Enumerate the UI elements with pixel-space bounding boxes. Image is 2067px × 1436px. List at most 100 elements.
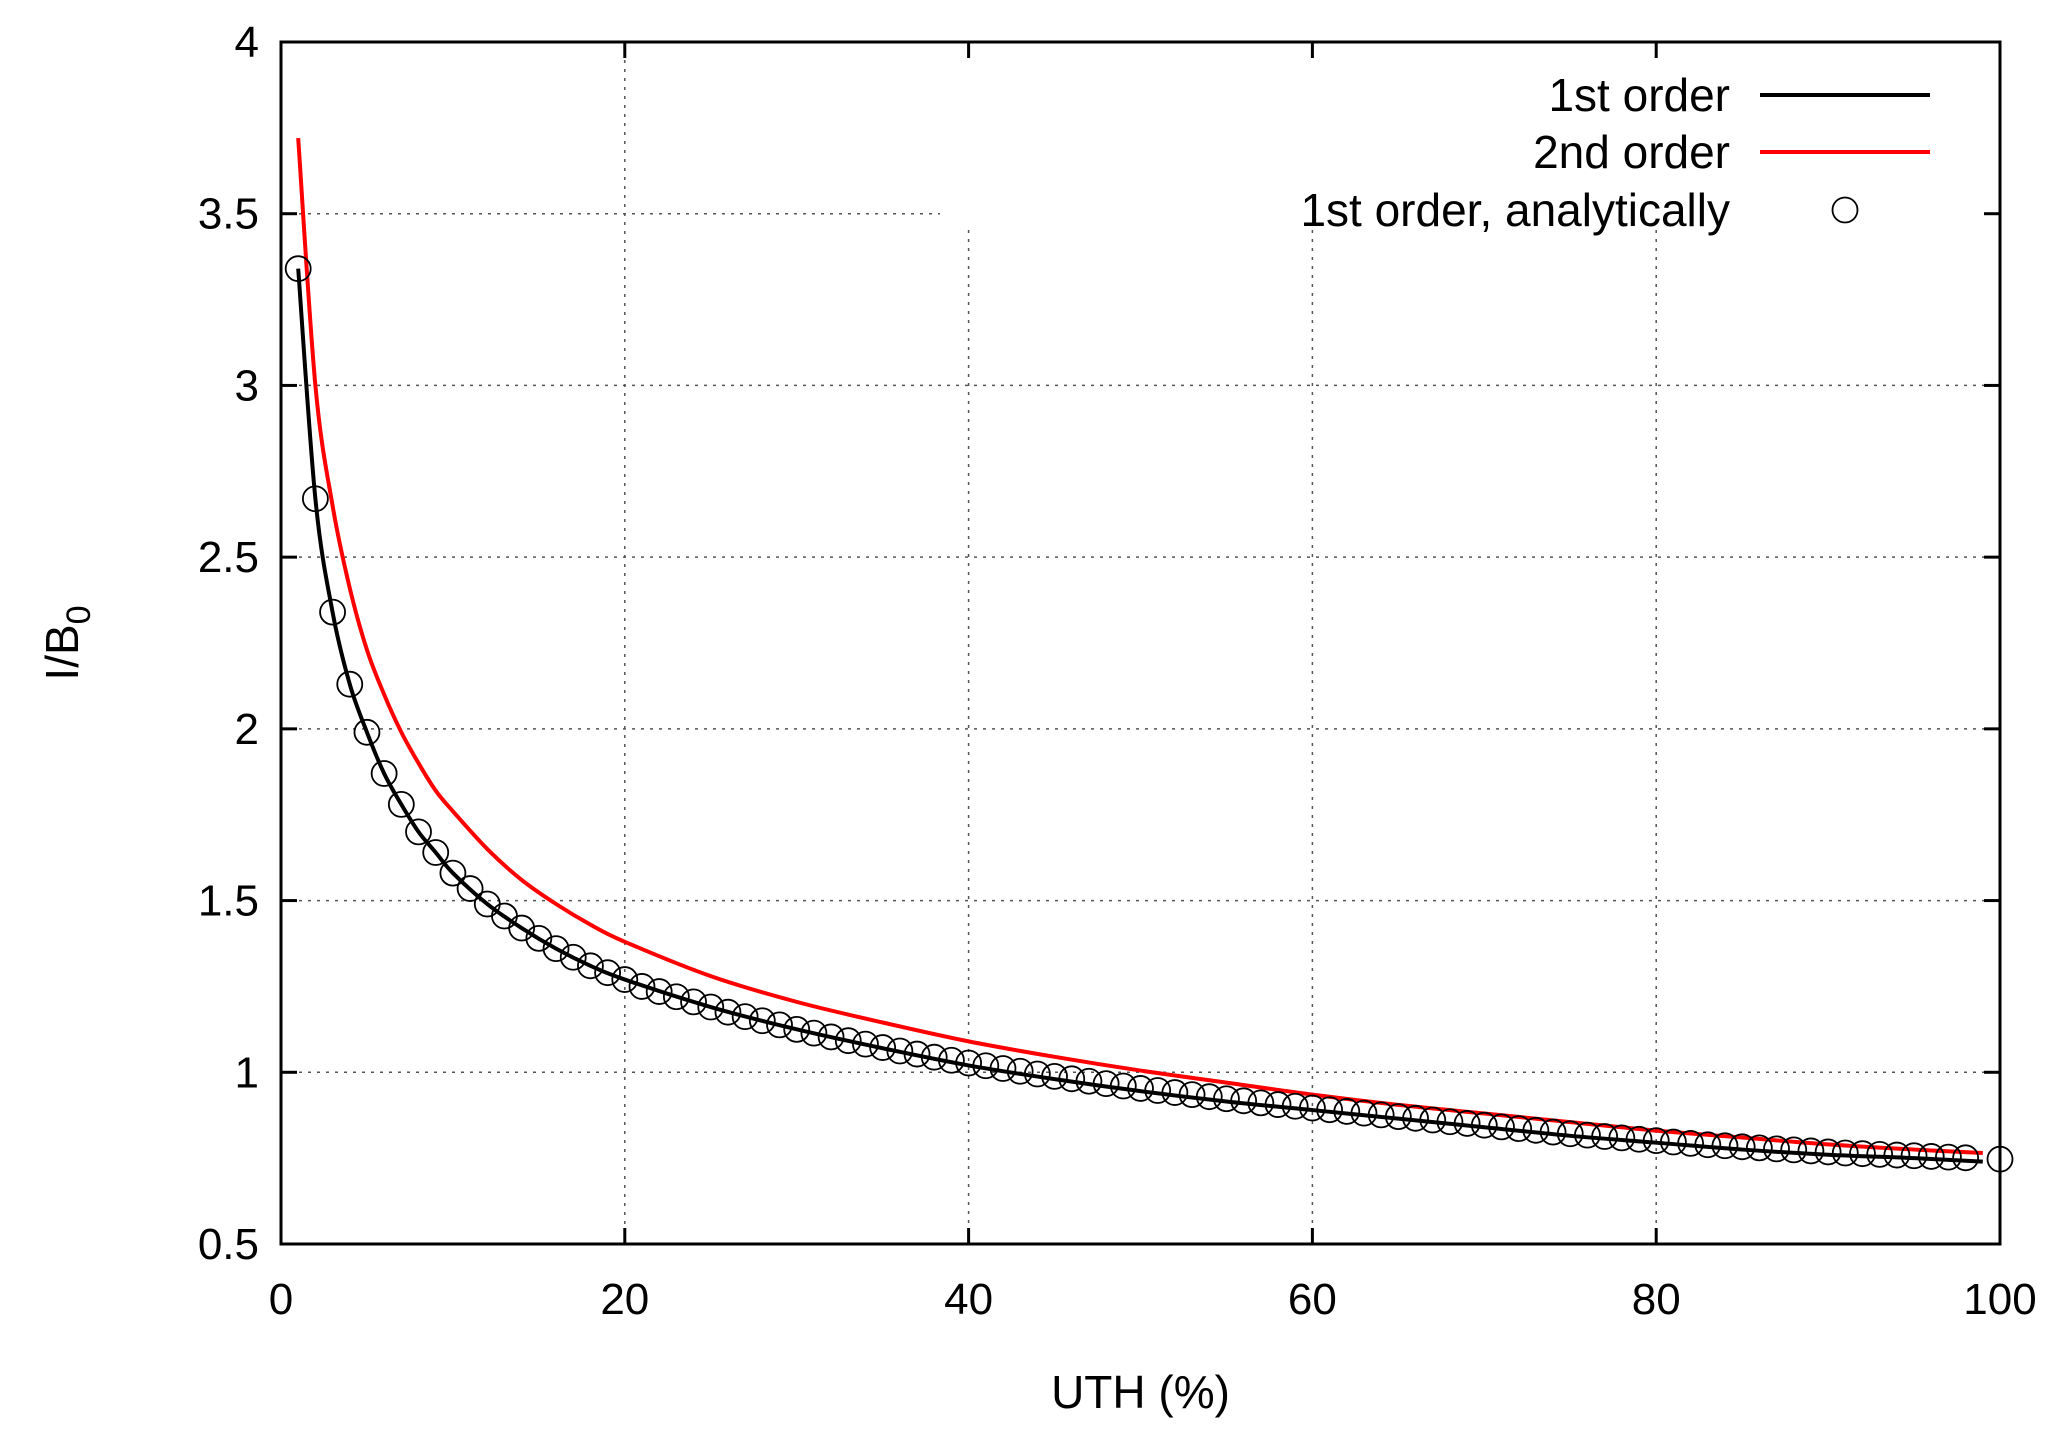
plot-frame xyxy=(279,40,2002,1246)
data-point xyxy=(1780,1136,1808,1164)
data-point xyxy=(422,839,450,866)
y-tick-label: 1 xyxy=(235,1048,259,1097)
data-point xyxy=(1745,1134,1773,1162)
data-point xyxy=(1264,1091,1292,1118)
data-point xyxy=(1797,1137,1825,1165)
x-tick-label: 40 xyxy=(944,1275,993,1324)
data-point xyxy=(731,1003,759,1031)
data-point xyxy=(1556,1120,1584,1148)
data-point xyxy=(1883,1141,1911,1169)
data-point xyxy=(559,943,587,971)
data-point xyxy=(1728,1133,1756,1161)
data-point xyxy=(1694,1131,1722,1159)
y-tick-label: 3 xyxy=(235,361,259,410)
x-tick-label: 20 xyxy=(600,1275,649,1324)
data-point xyxy=(886,1037,914,1065)
data-point xyxy=(972,1052,1000,1080)
data-point xyxy=(1849,1140,1876,1168)
x-tick-label: 80 xyxy=(1632,1275,1681,1324)
data-point xyxy=(1247,1089,1275,1117)
data-point xyxy=(1281,1092,1309,1120)
data-point xyxy=(1659,1128,1687,1156)
data-point xyxy=(1350,1099,1378,1127)
data-point xyxy=(1642,1127,1670,1155)
data-point xyxy=(766,1011,793,1039)
data-point xyxy=(1608,1124,1636,1152)
y-tick-label: 3.5 xyxy=(198,190,259,239)
data-point xyxy=(783,1015,811,1043)
data-point xyxy=(1316,1096,1343,1124)
data-point xyxy=(1006,1057,1034,1085)
data-point xyxy=(1574,1121,1601,1149)
data-point xyxy=(1900,1142,1928,1170)
data-point xyxy=(1539,1118,1567,1146)
plot-series xyxy=(284,138,2014,1173)
legend-label: 2nd order xyxy=(1533,126,1730,178)
data-point xyxy=(1041,1063,1068,1090)
data-point xyxy=(1299,1094,1326,1122)
data-point xyxy=(508,914,536,942)
data-point xyxy=(336,670,364,698)
series-line-1 xyxy=(296,268,1983,1164)
data-point xyxy=(1230,1087,1258,1115)
data-point xyxy=(405,818,432,846)
legend-label: 1st order, analytically xyxy=(1300,184,1730,236)
y-tick-label: 2 xyxy=(235,705,259,754)
data-point xyxy=(1814,1138,1842,1166)
data-point xyxy=(645,978,673,1005)
y-axis-label-subscript: 0 xyxy=(60,605,98,624)
x-tick-label: 100 xyxy=(1963,1275,2036,1324)
data-point xyxy=(1470,1111,1498,1139)
axis-ticks xyxy=(279,40,2002,1246)
data-point xyxy=(714,998,742,1026)
data-point xyxy=(1023,1060,1051,1088)
data-point xyxy=(1367,1101,1395,1129)
y-axis-label: I/B0 xyxy=(36,605,98,680)
data-point xyxy=(1058,1065,1086,1093)
data-point xyxy=(1866,1140,1894,1168)
data-point xyxy=(1952,1144,1980,1172)
data-point xyxy=(938,1046,965,1074)
data-point xyxy=(542,935,570,963)
data-point xyxy=(387,791,415,818)
data-point xyxy=(834,1027,862,1055)
data-point xyxy=(611,966,639,993)
data-point xyxy=(1333,1098,1361,1125)
data-point xyxy=(439,859,467,887)
data-point xyxy=(955,1049,982,1077)
data-point xyxy=(748,1007,776,1035)
data-point xyxy=(456,875,484,902)
data-point xyxy=(301,485,329,513)
data-point xyxy=(1144,1077,1172,1104)
data-point xyxy=(525,924,553,952)
data-point xyxy=(319,598,346,626)
data-point xyxy=(577,952,604,980)
data-point xyxy=(1127,1075,1154,1102)
data-point xyxy=(697,993,725,1021)
x-tick-label: 0 xyxy=(269,1275,293,1324)
data-point xyxy=(284,255,312,283)
y-tick-labels: 0.5 1 1.5 2 2.5 3 3.5 4 xyxy=(198,18,259,1269)
data-point xyxy=(989,1055,1017,1082)
grid-lines xyxy=(281,42,2000,1244)
data-point xyxy=(1591,1123,1619,1150)
data-point xyxy=(1213,1085,1240,1113)
data-point xyxy=(1522,1116,1550,1144)
x-axis-label: UTH (%) xyxy=(1051,1366,1230,1418)
data-point xyxy=(817,1023,845,1051)
data-point xyxy=(1384,1103,1412,1130)
data-point xyxy=(1109,1072,1137,1100)
legend-marker-sample xyxy=(1831,196,1859,224)
data-point xyxy=(1161,1079,1189,1106)
data-point xyxy=(1917,1143,1945,1170)
y-tick-label: 0.5 xyxy=(198,1220,259,1269)
data-point xyxy=(1453,1110,1481,1137)
data-point xyxy=(903,1040,931,1068)
data-point xyxy=(1195,1083,1223,1111)
y-tick-label: 1.5 xyxy=(198,877,259,926)
data-point xyxy=(852,1030,879,1058)
data-point xyxy=(628,973,656,1000)
data-point xyxy=(662,983,690,1011)
